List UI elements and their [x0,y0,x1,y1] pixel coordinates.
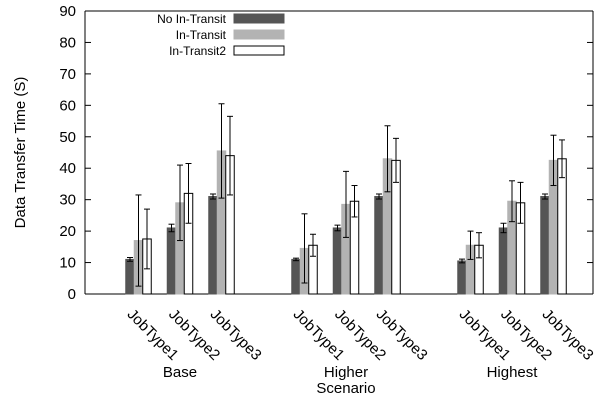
y-axis-label: Data Transfer Time (S) [12,77,29,229]
legend-label: In-Transit2 [169,44,226,58]
bar [208,196,218,295]
legend-label: No In-Transit [157,12,227,26]
legend-label: In-Transit [176,28,227,42]
axis-labels: 0 10 20 30 40 50 60 70 80 90 Data Transfer Time (S… [12,3,597,397]
error-bars [127,103,565,287]
legend-swatch [233,29,285,40]
y-tick-label: 40 [59,160,76,177]
legend: No In-Transit In-Transit In-Transit2 [157,12,285,58]
y-tick-label: 30 [59,192,76,209]
y-tick-label: 0 [68,286,76,303]
bar [457,260,467,295]
bar [332,227,343,295]
bars [125,150,567,295]
group-label: Base [163,364,197,381]
bar [291,258,301,295]
bar [125,258,135,295]
bar [166,227,177,295]
y-tick-label: 10 [59,255,76,272]
y-tick-label: 70 [59,66,76,83]
group-label: Highest [487,364,539,381]
y-tick-label: 60 [59,97,76,114]
y-tick-label: 90 [59,3,76,20]
bar [374,196,384,295]
x-axis-label: Scenario [316,380,375,397]
y-tick-label: 50 [59,129,76,146]
legend-swatch [233,45,285,56]
legend-swatch [233,13,285,24]
group-label: Higher [324,364,368,381]
y-tick-label: 20 [59,223,76,240]
bar [498,227,509,295]
bar [540,196,550,295]
y-tick-label: 80 [59,34,76,51]
bar [557,158,567,295]
